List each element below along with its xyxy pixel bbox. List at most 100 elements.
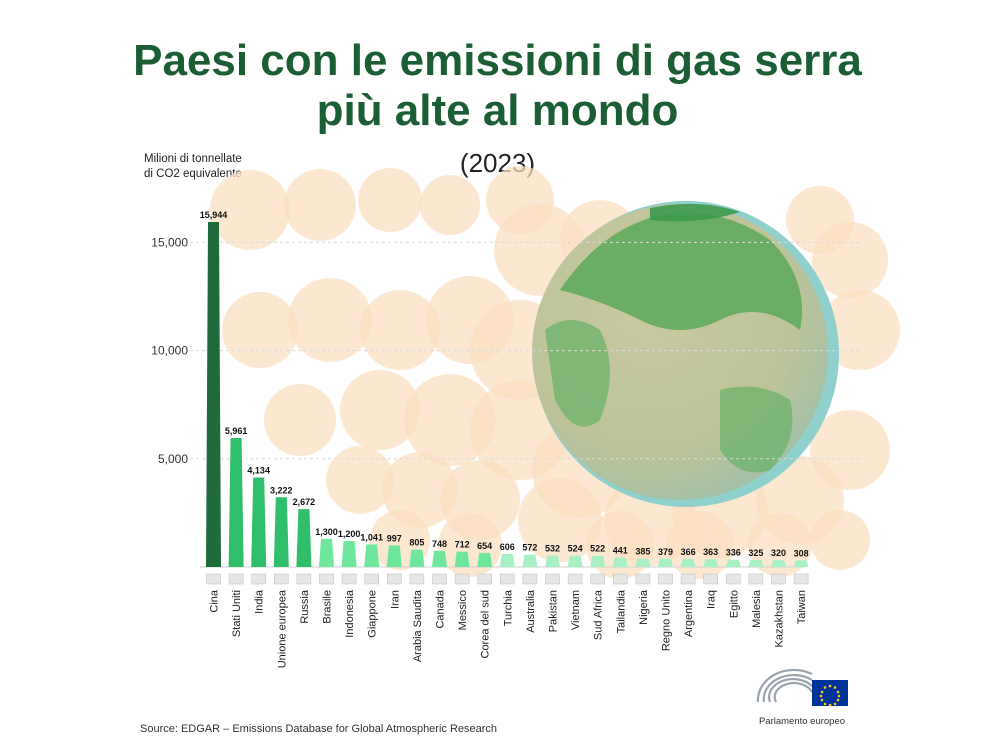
flag-icon (635, 573, 651, 585)
value-label: 1,041 (360, 532, 383, 542)
category-label: Messico (457, 590, 469, 630)
category-label: Iran (389, 590, 401, 609)
y-axis-ticks: 5,000 10,000 15,000 (151, 235, 188, 465)
bar-canada (432, 550, 447, 567)
y-tick-label: 15,000 (151, 235, 188, 249)
value-label: 522 (590, 544, 605, 554)
category-label: Egitto (728, 590, 740, 618)
value-label: 4,134 (247, 466, 270, 476)
flag-icon (319, 573, 334, 585)
category-label: Indonesia (344, 589, 356, 638)
value-label: 532 (545, 543, 560, 553)
cloud-blob (382, 452, 458, 528)
bar-stati-uniti (228, 438, 244, 567)
value-label: 1,300 (315, 527, 338, 537)
bar-australia (522, 554, 538, 567)
category-label: Taiwan (796, 590, 808, 624)
flag-icon (613, 573, 628, 585)
category-label: Canada (435, 589, 447, 628)
flag-icon (748, 573, 764, 585)
flag-icon (477, 573, 492, 585)
flag-icon (274, 573, 289, 585)
cloud-blob (358, 168, 422, 232)
value-label: 748 (432, 539, 447, 549)
y-tick-label: 5,000 (158, 452, 188, 466)
category-label: Russia (299, 589, 311, 624)
category-label: Malesia (751, 589, 763, 628)
category-label: Giappone (367, 590, 379, 638)
bar-arabia-saudita (409, 549, 425, 567)
parliament-logo-text: Parlamento europeo (758, 716, 846, 727)
globe-continent-oceania (720, 386, 793, 473)
cloud-blob (340, 370, 420, 450)
value-label: 606 (500, 542, 515, 552)
cloud-blob (264, 384, 336, 456)
value-label: 805 (409, 538, 424, 548)
category-label: Nigeria (638, 589, 650, 625)
bar-sud-africa (590, 555, 606, 567)
value-label: 5,961 (225, 426, 248, 436)
flag-icon (251, 573, 266, 585)
value-label: 385 (635, 547, 650, 557)
bar-malesia (748, 559, 764, 567)
eu-flag-icon (812, 680, 848, 706)
bar-egitto (725, 559, 741, 567)
eu-stars (819, 684, 841, 707)
value-label: 320 (771, 548, 786, 558)
value-label: 325 (748, 548, 763, 558)
bar-kazakhstan (771, 560, 786, 567)
bar-pakistan (545, 555, 560, 567)
value-label: 2,672 (293, 497, 316, 507)
bar-russia (296, 509, 312, 567)
flag-icon (703, 573, 718, 585)
bar-nigeria (635, 558, 651, 567)
value-label: 3,222 (270, 485, 293, 495)
bar-indonesia (341, 541, 357, 567)
value-label: 441 (613, 545, 628, 555)
value-label: 997 (387, 533, 402, 543)
flag-icons (206, 573, 809, 585)
y-tick-label: 10,000 (151, 344, 188, 358)
category-labels: Cina Stati Uniti India Unione europea Russia… (209, 589, 809, 668)
value-label: 572 (522, 543, 537, 553)
globe-illustration (532, 201, 839, 507)
category-label: Australia (525, 589, 537, 633)
flag-icon (432, 573, 447, 585)
category-label: Stati Uniti (231, 590, 243, 637)
flag-icon (500, 573, 515, 585)
cloud-blob (518, 478, 602, 562)
cloud-blob (288, 278, 372, 362)
flag-icon (206, 573, 221, 585)
category-label: Iraq (706, 590, 718, 609)
flag-icon (658, 573, 673, 585)
flag-icon (545, 573, 560, 585)
flag-icon (228, 573, 244, 585)
y-axis-unit-label: Milioni di tonnellate di CO2 equivalente (144, 152, 242, 182)
cloud-blob (210, 170, 290, 250)
cloud-blob (666, 511, 734, 579)
bar-vietnam (567, 555, 583, 567)
globe-continent-asia (560, 212, 802, 330)
value-label: 1,200 (338, 529, 361, 539)
flag-icon (567, 573, 583, 585)
value-label: 363 (703, 547, 718, 557)
flag-icon (726, 573, 741, 585)
flag-icon (409, 573, 425, 585)
flag-icon (387, 573, 402, 585)
cloud-blob (786, 186, 854, 254)
cloud-blob (820, 290, 900, 370)
value-label: 379 (658, 547, 673, 557)
category-label: Turchia (502, 589, 514, 626)
flag-icon (680, 573, 696, 585)
value-label: 524 (568, 544, 583, 554)
cloud-blob (222, 292, 298, 368)
cloud-blob (284, 169, 356, 241)
bar-india (251, 477, 267, 567)
bar-taiwan (793, 560, 809, 567)
bar-brasile (319, 538, 334, 567)
category-label: Vietnam (570, 590, 582, 630)
category-label: Kazakhstan (774, 590, 786, 647)
flag-icon (454, 573, 470, 585)
bar-corea-del-sud (477, 552, 493, 567)
